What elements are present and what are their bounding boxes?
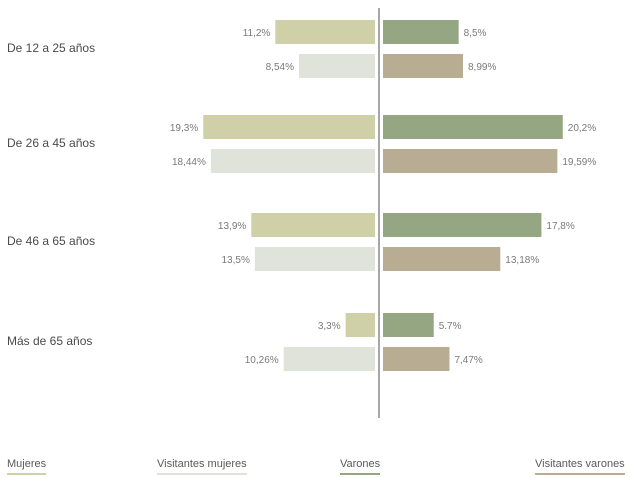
value-label-s2-c2: 17,8% [546,221,574,232]
value-label-s0-c1: 19,3% [170,123,198,134]
bar-s1-c1 [210,149,375,173]
value-label-s3-c2: 13,18% [505,255,539,266]
value-label-s3-c0: 8,99% [468,62,496,73]
bar-s3-c3 [383,347,450,371]
category-label-1: De 26 a 45 años [7,136,95,150]
bar-s3-c0 [383,54,464,78]
bar-s3-c1 [383,149,558,173]
value-label-s2-c3: 5.7% [439,321,462,332]
legend-item-mujeres[interactable]: Mujeres [7,458,47,475]
value-label-s3-c3: 7,47% [454,355,482,366]
legend-item-visitantes-mujeres[interactable]: Visitantes mujeres [157,458,247,475]
bar-s2-c1 [383,115,563,139]
bar-s2-c2 [383,213,542,237]
legend-item-varones[interactable]: Varones [340,458,381,475]
bar-s0-c0 [275,20,375,44]
value-label-s1-c2: 13,5% [221,255,249,266]
value-label-s3-c1: 19,59% [562,157,596,168]
category-label-2: De 46 a 65 años [7,234,95,248]
legend: Mujeres Visitantes mujeres Varones Visit… [0,458,641,478]
value-label-s0-c0: 11,2% [243,28,271,39]
value-label-s0-c2: 13,9% [218,221,246,232]
bar-s1-c0 [298,54,375,78]
category-label-0: De 12 a 25 años [7,41,95,55]
value-label-s1-c3: 10,26% [245,355,279,366]
bar-s0-c1 [203,115,375,139]
legend-item-visitantes-varones[interactable]: Visitantes varones [535,458,625,475]
bar-s1-c2 [254,247,375,271]
value-label-s1-c1: 18,44% [172,157,206,168]
bar-s1-c3 [283,347,375,371]
bar-s3-c2 [383,247,501,271]
bars-layer: De 12 a 25 años De 26 a 45 años De 46 a 65… [7,20,596,371]
value-label-s2-c0: 8,5% [464,28,487,39]
value-label-s2-c1: 20,2% [568,123,596,134]
bar-s0-c2 [251,213,375,237]
value-label-s1-c0: 8,54% [266,62,294,73]
bar-s2-c3 [383,313,434,337]
value-label-s0-c3: 3,3% [318,321,341,332]
bar-s0-c3 [345,313,375,337]
category-label-3: Más de 65 años [7,334,92,348]
bar-s2-c0 [383,20,459,44]
